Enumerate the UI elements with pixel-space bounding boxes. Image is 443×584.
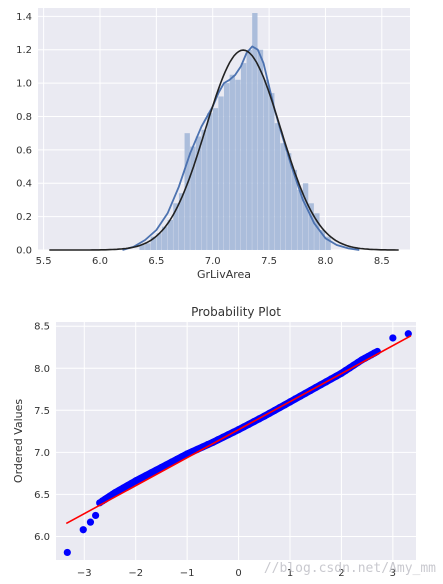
x-tick-label: 1 <box>287 568 293 579</box>
histogram-bar <box>286 153 292 250</box>
data-point <box>92 511 100 520</box>
x-tick-label: 6.5 <box>148 256 164 267</box>
histogram-bar <box>246 49 252 250</box>
x-tick-label: 7.0 <box>205 256 221 267</box>
histogram-axes: 5.5 6.0 6.5 7.0 7.5 8.0 8.5 0.0 0.2 0.4 0.6 0.8 1.0 1… <box>16 8 410 281</box>
histogram-bar <box>229 74 235 250</box>
y-tick-label: 7.0 <box>34 448 50 459</box>
histogram-bar <box>162 226 168 250</box>
x-tick-label: 3 <box>390 568 396 579</box>
y-tick-label: 1.0 <box>16 79 32 90</box>
x-tick-label: 7.5 <box>261 256 277 267</box>
histogram-bar <box>319 229 326 250</box>
watermark: //blog.csdn.net/Amy_mm <box>264 561 436 576</box>
y-tick-label: 0.6 <box>16 145 32 156</box>
x-tick-label: −2 <box>128 568 143 579</box>
histogram-bar <box>201 129 207 250</box>
y-tick-label: 8.0 <box>34 364 50 375</box>
x-tick-label: 5.5 <box>36 256 52 267</box>
x-tick-label: 8.0 <box>318 256 334 267</box>
x-axis-label: GrLivArea <box>197 268 251 281</box>
kde-line <box>122 45 360 251</box>
x-tick-label: 6.0 <box>92 256 108 267</box>
y-tick-label: 0.2 <box>16 212 32 223</box>
data-point <box>86 518 95 526</box>
histogram-bar <box>207 113 213 250</box>
histogram-bar <box>224 83 230 250</box>
histogram-bar <box>195 136 202 250</box>
data-point <box>79 526 87 534</box>
histogram-bar <box>150 236 157 250</box>
histogram-bar <box>139 244 145 250</box>
histogram-bar <box>178 193 185 250</box>
histogram-bar <box>257 49 264 250</box>
y-tick-label: 7.5 <box>34 406 50 417</box>
y-tick-label: 0.4 <box>16 179 32 190</box>
data-point <box>389 334 397 342</box>
y-tick-label: 6.5 <box>34 490 50 501</box>
chart-title: Probability Plot <box>191 305 281 319</box>
histogram-bar <box>252 13 258 250</box>
histogram-bar <box>269 93 275 250</box>
histogram-bar <box>302 183 309 250</box>
histogram-bar <box>314 213 320 250</box>
x-tick-label: 2 <box>338 568 344 579</box>
histogram-bar <box>212 108 219 250</box>
normal-fit-line <box>49 49 399 251</box>
histogram-bar <box>240 63 247 250</box>
histogram-bar <box>325 236 331 250</box>
histogram-bar <box>308 203 314 250</box>
fit-line <box>65 335 412 525</box>
y-tick-label: 8.5 <box>34 322 50 333</box>
histogram-bar <box>184 133 190 250</box>
y-tick-label: 0.8 <box>16 112 32 123</box>
y-tick-label: 6.0 <box>34 532 50 543</box>
histogram-bar <box>218 96 224 250</box>
histogram-bar <box>274 123 281 250</box>
y-tick-label: 0.0 <box>16 246 32 257</box>
x-tick-label: 0 <box>235 568 241 579</box>
histogram-bar <box>173 203 179 250</box>
histogram-bar <box>190 146 196 250</box>
y-axis-label: Ordered Values <box>12 399 25 483</box>
y-tick-label: 1.4 <box>16 12 32 23</box>
x-tick-label: −1 <box>180 568 195 579</box>
histogram-bar <box>263 79 269 250</box>
histogram-bar <box>145 243 151 250</box>
histogram-bar <box>167 219 173 250</box>
histogram-bar <box>280 143 286 250</box>
histogram-bar <box>235 79 241 250</box>
histogram-bar <box>297 189 303 250</box>
x-tick-label: 8.5 <box>374 256 390 267</box>
histogram-bar <box>156 233 162 250</box>
x-tick-label: −3 <box>77 568 92 579</box>
histogram-bar <box>291 169 297 250</box>
data-point <box>63 548 71 557</box>
y-tick-label: 1.2 <box>16 45 32 56</box>
probability-plot-axes: −3 −2 −1 0 1 2 3 6.0 6.5 7.0 7.5 8.0 8.5 Probability … <box>12 305 416 579</box>
